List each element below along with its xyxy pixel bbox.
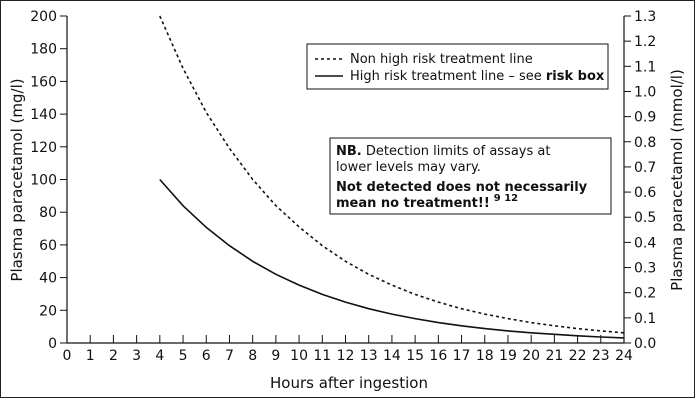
x-axis-title: Hours after ingestion	[270, 374, 428, 392]
y-tick-label: 20	[39, 303, 57, 319]
x-tick-label: 24	[615, 348, 633, 364]
y-right-tick-label: 0.8	[634, 135, 656, 151]
x-tick-label: 10	[290, 348, 308, 364]
y-tick-label: 200	[30, 9, 57, 25]
legend-label-risk-box: risk box	[546, 69, 605, 84]
note-superscript: 9 12	[494, 193, 518, 204]
y-right-tick-label: 0.4	[634, 235, 656, 251]
x-tick-label: 6	[202, 348, 211, 364]
y-right-tick-label: 1.1	[634, 59, 656, 75]
y-right-tick-label: 0.9	[634, 110, 656, 126]
x-tick-label: 11	[313, 348, 331, 364]
y-tick-label: 0	[48, 336, 57, 352]
y-tick-label: 140	[30, 107, 57, 123]
x-tick-label: 14	[383, 348, 401, 364]
legend-label-high-risk-text: High risk treatment line – see	[350, 69, 542, 84]
y-tick-label: 60	[39, 238, 57, 254]
chart-border	[0, 0, 695, 398]
note-line-3: Not detected does not necessarily	[336, 180, 588, 195]
x-tick-label: 16	[429, 348, 447, 364]
note-line-1: NB. Detection limits of assays at	[336, 144, 550, 159]
left-y-axis-ticks: 0 20 40 60 80 100 120 140 160 180 200	[30, 9, 67, 352]
x-tick-label: 3	[132, 348, 141, 364]
x-tick-label: 7	[225, 348, 234, 364]
y-tick-label: 40	[39, 271, 57, 287]
y-right-tick-label: 1.3	[634, 9, 656, 25]
note-line-2: lower levels may vary.	[336, 160, 481, 175]
right-y-axis-ticks: 0.0 0.1 0.2 0.3 0.4 0.5 0.6 0.7 0.8 0.9 1.0 1.1 1.2 1…	[624, 9, 656, 352]
note-line-1-text: Detection limits of assays at	[362, 144, 551, 159]
y-tick-label: 180	[30, 42, 57, 58]
y-right-tick-label: 0.2	[634, 286, 656, 302]
legend: Non high risk treatment line High risk t…	[306, 43, 609, 90]
x-tick-label: 21	[545, 348, 563, 364]
x-axis-ticks: 0 1 2 3 4 5 6 7 8 9 10 11 12 13 14 15 16 17 18 19 20 21 22 23 24	[63, 335, 633, 364]
right-y-axis-title: Plasma paracetamol (mmol/l)	[668, 69, 686, 291]
y-right-tick-label: 1.0	[634, 84, 656, 100]
y-right-tick-label: 1.2	[634, 34, 656, 50]
y-tick-label: 100	[30, 173, 57, 189]
legend-box	[306, 43, 609, 90]
y-right-tick-label: 0.0	[634, 336, 656, 352]
y-right-tick-label: 0.7	[634, 160, 656, 176]
high-risk-treatment-line	[159, 178, 625, 339]
left-y-axis-title: Plasma paracetamol (mg/l)	[8, 78, 26, 281]
y-tick-label: 80	[39, 205, 57, 221]
note-line-4: mean no treatment!! 9 12	[336, 193, 518, 211]
x-tick-label: 0	[63, 348, 72, 364]
x-tick-label: 20	[522, 348, 540, 364]
y-tick-label: 120	[30, 140, 57, 156]
x-tick-label: 5	[179, 348, 188, 364]
non-high-risk-treatment-line	[159, 15, 625, 334]
note-box	[329, 137, 612, 215]
legend-label-non-high-risk: Non high risk treatment line	[350, 52, 533, 67]
x-tick-label: 8	[248, 348, 257, 364]
x-tick-label: 9	[271, 348, 280, 364]
x-tick-label: 12	[337, 348, 355, 364]
y-right-tick-label: 0.3	[634, 261, 656, 277]
legend-label-high-risk: High risk treatment line – see risk box	[350, 69, 605, 84]
x-tick-label: 23	[592, 348, 610, 364]
x-tick-label: 18	[476, 348, 494, 364]
x-tick-label: 13	[360, 348, 378, 364]
x-tick-label: 19	[499, 348, 517, 364]
x-tick-label: 22	[569, 348, 587, 364]
note-nb: NB.	[336, 144, 362, 159]
x-tick-label: 4	[155, 348, 164, 364]
x-tick-label: 15	[406, 348, 424, 364]
x-tick-label: 17	[453, 348, 471, 364]
x-tick-label: 2	[109, 348, 118, 364]
detection-note: NB. Detection limits of assays at lower …	[329, 137, 612, 215]
y-right-tick-label: 0.1	[634, 311, 656, 327]
x-tick-label: 1	[86, 348, 95, 364]
y-right-tick-label: 0.6	[634, 185, 656, 201]
note-line-4-text: mean no treatment!!	[336, 196, 490, 211]
y-right-tick-label: 0.5	[634, 210, 656, 226]
y-tick-label: 160	[30, 74, 57, 90]
